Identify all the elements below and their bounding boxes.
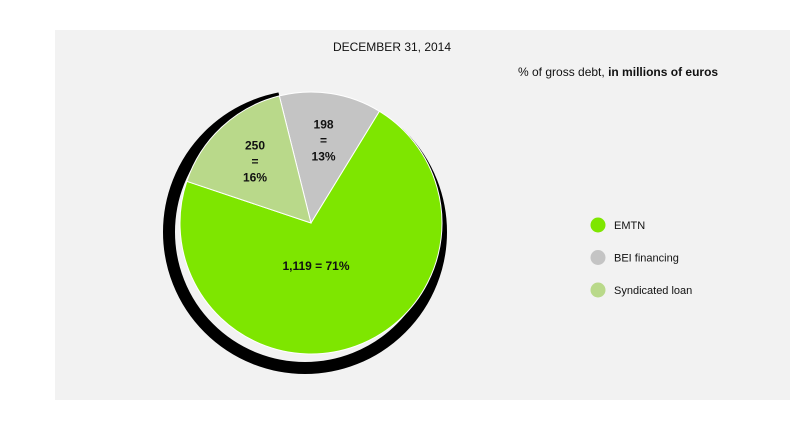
pie-slice — [278, 91, 381, 225]
legend: EMTN BEI financing Syndicated loan — [590, 217, 692, 298]
data-label: 198 = 13% — [312, 118, 336, 164]
data-label-line: 13% — [312, 150, 336, 164]
data-label-line: = — [252, 155, 259, 169]
subtitle-text: % of gross debt, — [518, 65, 605, 79]
pie-slice — [179, 110, 443, 355]
legend-swatch — [590, 250, 606, 265]
data-label-line: = — [320, 134, 327, 148]
data-label-line: 16% — [243, 171, 267, 185]
legend-swatch — [590, 282, 606, 298]
pie: 198 = 13% 1,119 = 71% 250 = 16% — [179, 91, 443, 355]
subtitle: % of gross debt, in millions of euros — [518, 65, 718, 79]
legend-label: BEI financing — [614, 252, 679, 264]
data-label: 1,119 = 71% — [282, 259, 349, 273]
legend-label: EMTN — [614, 220, 645, 232]
chart-title: DECEMBER 31, 2014 — [333, 40, 451, 54]
data-label-line: 198 — [314, 118, 334, 132]
pie-slice — [186, 95, 312, 224]
data-label-line: 250 — [245, 139, 265, 153]
subtitle-bold: in millions of euros — [608, 65, 718, 79]
data-label: 250 = 16% — [243, 139, 267, 185]
legend-label: Syndicated loan — [614, 285, 692, 297]
legend-swatch — [590, 217, 606, 233]
